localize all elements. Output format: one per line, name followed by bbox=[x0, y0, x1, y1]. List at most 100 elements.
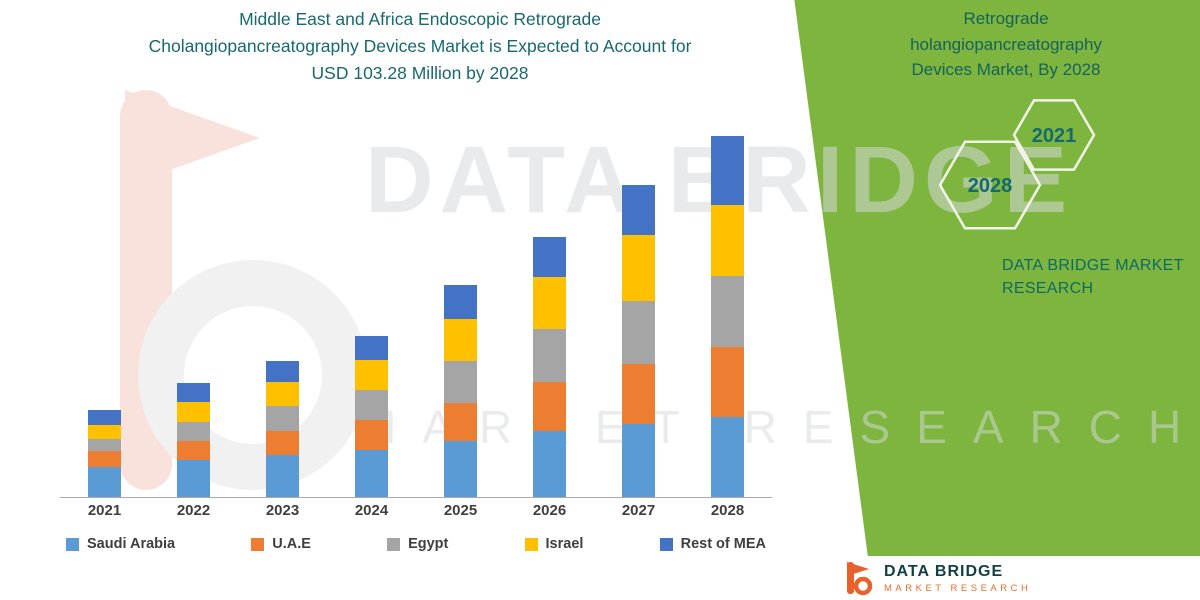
legend-label-rest-of-mea: Rest of MEA bbox=[680, 536, 766, 552]
bar-segment-rest-of-mea-2021 bbox=[88, 410, 121, 426]
bar-segment-egypt-2025 bbox=[444, 360, 477, 403]
legend-label-saudi-arabia: Saudi Arabia bbox=[87, 536, 176, 552]
x-axis-labels: 2021 2022 2023 2024 2025 2026 2027 2028 bbox=[60, 502, 772, 519]
side-panel-brand-text: DATA BRIDGE MARKET RESEARCH bbox=[1002, 254, 1184, 300]
legend-swatch-uae bbox=[251, 537, 265, 551]
bar-segment-u-a-e-2025 bbox=[444, 402, 477, 441]
bar-segment-israel-2026 bbox=[533, 276, 566, 329]
stacked-bar-2023 bbox=[266, 360, 299, 497]
bar-segment-rest-of-mea-2026 bbox=[533, 236, 566, 277]
bar-segment-egypt-2026 bbox=[533, 329, 566, 382]
bar-segment-israel-2021 bbox=[88, 425, 121, 440]
stacked-bar-2024 bbox=[355, 335, 388, 497]
bar-segment-israel-2024 bbox=[355, 360, 388, 391]
bar-segment-u-a-e-2021 bbox=[88, 451, 121, 468]
bar-segment-egypt-2028 bbox=[711, 276, 744, 348]
footer-brand-block: DATA BRIDGE MARKET RESEARCH bbox=[884, 563, 1031, 594]
side-panel-heading-line2: holangiopancreatography bbox=[910, 34, 1102, 54]
bar-segment-u-a-e-2024 bbox=[355, 419, 388, 450]
bar-segment-egypt-2021 bbox=[88, 439, 121, 452]
x-axis-label-2026: 2026 bbox=[532, 502, 567, 519]
side-panel-heading-line1: Retrograde bbox=[963, 9, 1049, 28]
stacked-bar-2025 bbox=[444, 285, 477, 497]
chart-title-line1: Middle East and Africa Endoscopic Retrog… bbox=[239, 9, 601, 29]
bar-column-2025 bbox=[416, 285, 505, 497]
footer-brand-sub: MARKET RESEARCH bbox=[884, 582, 1032, 594]
legend-label-egypt: Egypt bbox=[408, 536, 449, 552]
stacked-bar-chart bbox=[60, 107, 772, 498]
bar-segment-saudi-arabia-2023 bbox=[266, 455, 299, 497]
x-axis-label-2025: 2025 bbox=[443, 502, 478, 519]
bar-segment-israel-2025 bbox=[444, 318, 477, 361]
bar-column-2022 bbox=[149, 383, 238, 497]
legend-item-israel: Israel bbox=[524, 536, 584, 552]
bar-segment-egypt-2022 bbox=[177, 421, 210, 441]
x-axis-label-2021: 2021 bbox=[87, 502, 122, 519]
x-axis-label-2024: 2024 bbox=[354, 502, 389, 519]
bar-segment-israel-2027 bbox=[622, 234, 655, 301]
bar-segment-rest-of-mea-2025 bbox=[444, 285, 477, 319]
legend-item-uae: U.A.E bbox=[251, 536, 311, 552]
stacked-bar-2028 bbox=[711, 135, 744, 497]
bar-segment-saudi-arabia-2025 bbox=[444, 441, 477, 497]
bar-segment-saudi-arabia-2021 bbox=[88, 467, 121, 497]
bar-segment-saudi-arabia-2027 bbox=[622, 423, 655, 497]
bar-segment-rest-of-mea-2024 bbox=[355, 335, 388, 361]
side-panel-heading: Retrograde holangiopancreatography Devic… bbox=[836, 6, 1176, 83]
stacked-bar-2021 bbox=[88, 410, 121, 497]
bar-column-2021 bbox=[60, 410, 149, 497]
bar-segment-u-a-e-2026 bbox=[533, 381, 566, 431]
bar-segment-egypt-2023 bbox=[266, 406, 299, 431]
bar-segment-israel-2023 bbox=[266, 381, 299, 406]
bar-segment-u-a-e-2022 bbox=[177, 440, 210, 461]
watermark-text-secondary: MARKET RESEARCH bbox=[358, 401, 1200, 453]
bar-segment-rest-of-mea-2027 bbox=[622, 184, 655, 235]
bar-segment-saudi-arabia-2026 bbox=[533, 430, 566, 497]
x-axis-label-2023: 2023 bbox=[265, 502, 300, 519]
legend-swatch-rest-of-mea bbox=[659, 537, 673, 551]
stacked-bar-2026 bbox=[533, 236, 566, 497]
legend-item-egypt: Egypt bbox=[387, 536, 448, 552]
x-axis-label-2027: 2027 bbox=[621, 502, 656, 519]
bar-segment-rest-of-mea-2022 bbox=[177, 383, 210, 403]
bar-segment-rest-of-mea-2023 bbox=[266, 360, 299, 382]
chart-title-line3: USD 103.28 Million by 2028 bbox=[311, 63, 529, 84]
legend-swatch-egypt bbox=[387, 537, 401, 551]
chart-legend: Saudi Arabia U.A.E Egypt Israel Rest of … bbox=[66, 536, 766, 552]
bar-segment-israel-2022 bbox=[177, 402, 210, 422]
bar-column-2027 bbox=[594, 184, 683, 497]
stacked-bar-2022 bbox=[177, 383, 210, 497]
brand-text-line2: RESEARCH bbox=[1002, 280, 1094, 298]
bar-column-2028 bbox=[683, 135, 772, 497]
bar-segment-egypt-2024 bbox=[355, 390, 388, 420]
chart-title-line2: Cholangiopancreatography Devices Market … bbox=[148, 36, 692, 57]
chart-title: Middle East and Africa Endoscopic Retrog… bbox=[30, 6, 810, 87]
bar-segment-saudi-arabia-2024 bbox=[355, 449, 388, 497]
bar-segment-u-a-e-2023 bbox=[266, 430, 299, 455]
bar-segment-egypt-2027 bbox=[622, 301, 655, 364]
hexagon-year-2028: 2028 bbox=[968, 175, 1013, 197]
bar-column-2026 bbox=[505, 236, 594, 497]
bar-segment-rest-of-mea-2028 bbox=[711, 135, 744, 206]
legend-swatch-saudi-arabia bbox=[66, 537, 79, 551]
hexagon-2028-icon bbox=[938, 140, 1042, 230]
legend-swatch-israel bbox=[524, 537, 538, 551]
stacked-bar-2027 bbox=[622, 184, 655, 497]
legend-label-israel: Israel bbox=[545, 536, 584, 552]
hexagon-year-2021: 2021 bbox=[1032, 125, 1077, 147]
footer-logo-strip: DATA BRIDGE MARKET RESEARCH bbox=[832, 556, 1200, 600]
footer-brand-name: DATA BRIDGE bbox=[884, 562, 1004, 580]
side-panel-heading-line3: Devices Market, By 2028 bbox=[911, 60, 1101, 79]
watermark-logo-icon bbox=[120, 90, 365, 490]
bar-column-2023 bbox=[238, 360, 327, 497]
legend-item-saudi-arabia: Saudi Arabia bbox=[66, 536, 175, 552]
x-axis-label-2028: 2028 bbox=[710, 502, 745, 519]
bar-segment-u-a-e-2027 bbox=[622, 364, 655, 424]
brand-text-line1: DATA BRIDGE MARKET bbox=[1002, 257, 1184, 274]
bar-segment-israel-2028 bbox=[711, 205, 744, 277]
bar-segment-saudi-arabia-2028 bbox=[711, 417, 744, 497]
data-bridge-logo-icon bbox=[847, 562, 873, 596]
x-axis-label-2022: 2022 bbox=[176, 502, 211, 519]
legend-item-rest-of-mea: Rest of MEA bbox=[659, 536, 766, 552]
